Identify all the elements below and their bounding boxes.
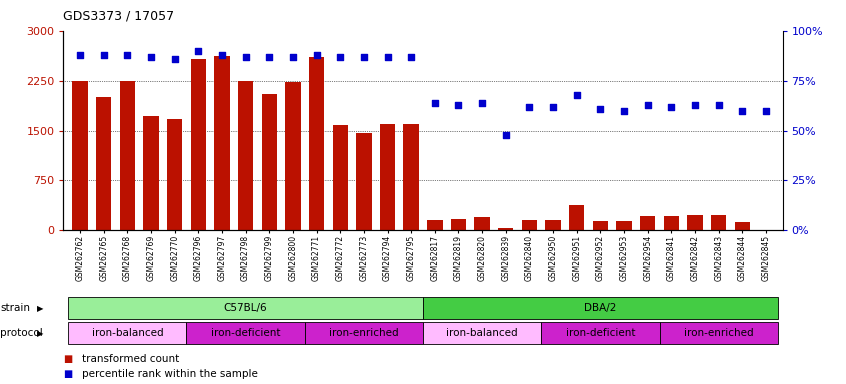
Text: transformed count: transformed count: [82, 354, 179, 364]
Point: [712, 101, 726, 108]
Point: [333, 54, 347, 60]
Point: [735, 108, 749, 114]
Point: [97, 51, 111, 58]
Bar: [72, 81, 88, 230]
Text: iron-balanced: iron-balanced: [91, 328, 163, 338]
Text: percentile rank within the sample: percentile rank within the sample: [82, 369, 258, 379]
Text: iron-balanced: iron-balanced: [447, 328, 518, 338]
Point: [120, 51, 134, 58]
Point: [452, 101, 465, 108]
Bar: [593, 221, 608, 230]
Point: [523, 104, 536, 110]
Point: [570, 91, 584, 98]
Bar: [309, 57, 324, 230]
Bar: [186, 322, 305, 344]
Bar: [687, 215, 703, 230]
Bar: [261, 94, 277, 230]
Point: [689, 101, 702, 108]
Point: [499, 131, 513, 137]
Bar: [475, 217, 490, 230]
Text: ▶: ▶: [37, 329, 44, 338]
Point: [759, 108, 772, 114]
Point: [74, 51, 87, 58]
Point: [286, 54, 299, 60]
Bar: [69, 322, 186, 344]
Point: [428, 99, 442, 106]
Bar: [427, 220, 442, 230]
Bar: [451, 219, 466, 230]
Point: [262, 54, 276, 60]
Text: iron-deficient: iron-deficient: [211, 328, 280, 338]
Text: protocol: protocol: [0, 328, 43, 338]
Bar: [734, 222, 750, 230]
Text: strain: strain: [0, 303, 30, 313]
Text: ▶: ▶: [37, 304, 44, 313]
Bar: [380, 124, 395, 230]
Point: [547, 104, 560, 110]
Text: iron-enriched: iron-enriched: [684, 328, 754, 338]
Bar: [663, 216, 679, 230]
Bar: [96, 97, 112, 230]
Bar: [546, 220, 561, 230]
Bar: [569, 205, 585, 230]
Text: DBA/2: DBA/2: [585, 303, 617, 313]
Point: [215, 51, 228, 58]
Bar: [119, 81, 135, 230]
Point: [618, 108, 631, 114]
Bar: [498, 228, 514, 230]
Bar: [522, 220, 537, 230]
Bar: [404, 124, 419, 230]
Point: [641, 101, 655, 108]
Point: [144, 54, 157, 60]
Bar: [305, 322, 423, 344]
Point: [168, 56, 181, 62]
Bar: [356, 133, 371, 230]
Point: [475, 99, 489, 106]
Bar: [167, 119, 183, 230]
Text: iron-enriched: iron-enriched: [329, 328, 398, 338]
Bar: [423, 322, 541, 344]
Point: [191, 48, 205, 54]
Bar: [541, 322, 660, 344]
Point: [594, 106, 607, 112]
Text: iron-deficient: iron-deficient: [566, 328, 635, 338]
Point: [381, 54, 394, 60]
Bar: [640, 216, 656, 230]
Bar: [190, 59, 206, 230]
Point: [357, 54, 371, 60]
Bar: [69, 297, 423, 319]
Text: C57BL/6: C57BL/6: [224, 303, 267, 313]
Text: ■: ■: [63, 369, 73, 379]
Point: [239, 54, 252, 60]
Bar: [423, 297, 777, 319]
Bar: [617, 221, 632, 230]
Text: GDS3373 / 17057: GDS3373 / 17057: [63, 10, 174, 23]
Bar: [660, 322, 777, 344]
Text: ■: ■: [63, 354, 73, 364]
Point: [665, 104, 678, 110]
Point: [310, 51, 323, 58]
Point: [404, 54, 418, 60]
Bar: [332, 125, 348, 230]
Bar: [285, 82, 300, 230]
Bar: [143, 116, 159, 230]
Bar: [711, 215, 727, 230]
Bar: [238, 81, 253, 230]
Bar: [214, 56, 229, 230]
